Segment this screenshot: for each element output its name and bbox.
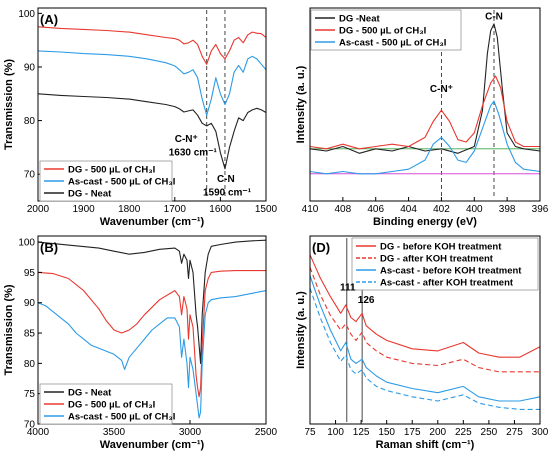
legend-label: DG - Neat xyxy=(68,388,112,399)
x-tick-label: 175 xyxy=(404,427,421,438)
annotation-text: C-N xyxy=(485,11,503,22)
y-tick-label: 100 xyxy=(18,238,35,249)
x-tick-label: 396 xyxy=(532,204,549,215)
y-axis-label: Transmission (%) xyxy=(3,59,15,150)
y-tick-label: 75 xyxy=(24,389,36,400)
legend-label: DG - 500 µL of CH₃I xyxy=(339,26,426,37)
x-tick-label: 404 xyxy=(400,204,417,215)
series-line xyxy=(309,75,540,150)
x-tick-label: 3500 xyxy=(103,427,126,438)
legend-box xyxy=(310,9,462,51)
legend-label: DG - after KOH treatment xyxy=(380,254,494,265)
legend-label: DG - 500 µL of CH₃I xyxy=(68,165,155,176)
series-line xyxy=(37,93,267,170)
y-tick-label: 70 xyxy=(24,420,36,431)
x-tick-label: 250 xyxy=(481,427,498,438)
series-line xyxy=(37,50,267,116)
series-line xyxy=(309,267,540,373)
series-line xyxy=(37,270,266,398)
x-tick-label: 3000 xyxy=(179,427,202,438)
series-line xyxy=(37,26,267,65)
annotation-text: C-N xyxy=(217,174,235,185)
plot-frame xyxy=(309,235,541,425)
x-tick-label: 408 xyxy=(335,204,352,215)
y-tick-label: 80 xyxy=(24,116,36,127)
annotation-text: 111 xyxy=(340,282,356,293)
y-tick-label: 70 xyxy=(24,170,36,181)
y-tick-label: 100 xyxy=(18,9,35,20)
x-tick-label: 225 xyxy=(455,427,472,438)
legend-label: As-cast - 500 µL of CH₃I xyxy=(68,412,175,423)
x-axis-label: Raman shift (cm⁻¹) xyxy=(376,439,475,451)
x-tick-label: 402 xyxy=(433,204,450,215)
y-tick-label: 90 xyxy=(24,62,36,73)
x-tick-label: 1900 xyxy=(72,204,95,215)
legend-label: DG -Neat xyxy=(339,14,380,25)
series-line xyxy=(309,23,541,154)
x-tick-label: 125 xyxy=(353,427,370,438)
x-tick-label: 150 xyxy=(378,427,395,438)
panel-2: 410 408 406 404 402 400 398 396 Binding energy (… xyxy=(295,7,549,228)
y-axis-label: Transmission (%) xyxy=(3,284,15,375)
legend-label: As-cast - before KOH treatment xyxy=(380,266,522,277)
series-line xyxy=(309,288,540,410)
legend-label: DG - before KOH treatment xyxy=(380,242,502,253)
x-tick-label: 4000 xyxy=(27,427,50,438)
x-tick-label: 300 xyxy=(532,427,549,438)
series-line xyxy=(309,100,541,175)
series-line xyxy=(37,290,267,419)
legend-label: As-cast - 500 µL of CH₃I xyxy=(68,177,175,188)
legend-label: DG - Neat xyxy=(68,189,112,200)
annotation-text: C-N⁺ xyxy=(430,84,453,95)
x-tick-label: 1700 xyxy=(164,204,187,215)
y-tick-label: 80 xyxy=(24,359,36,370)
y-tick-label: 90 xyxy=(24,298,36,309)
panel-3: 75 100 125 150 175 200 225 250 275 300 Raman shift… xyxy=(295,235,549,451)
panel-0: 2000 1900 1800 1700 1600 1500 70 80 90 100 Wavenum… xyxy=(3,7,278,228)
panel-label: (B) xyxy=(40,240,58,255)
y-tick-label: 95 xyxy=(24,268,36,279)
plot-frame xyxy=(309,7,541,202)
legend-box xyxy=(351,237,539,291)
annotation-text: C-N⁺ xyxy=(175,134,198,145)
panel-1: 4000 3500 3000 2500 70 75 80 85 90 95 100 Wavenumbe… xyxy=(3,235,278,451)
x-tick-label: 398 xyxy=(499,204,516,215)
x-tick-label: 400 xyxy=(466,204,483,215)
legend-label: As-cast - after KOH treatment xyxy=(380,278,514,289)
annotation-text: 1590 cm⁻¹ xyxy=(203,188,252,199)
x-tick-label: 100 xyxy=(327,427,344,438)
annotation-text: 126 xyxy=(358,295,375,306)
x-tick-label: 2000 xyxy=(27,204,50,215)
series-line xyxy=(309,275,541,402)
x-tick-label: 406 xyxy=(367,204,384,215)
panel-label: (A) xyxy=(40,12,58,27)
x-axis-label: Wavenumber (cm⁻¹) xyxy=(100,439,205,451)
legend-label: DG - 500 µL of CH₃I xyxy=(68,400,155,411)
x-axis-label: Binding energy (eV) xyxy=(373,216,477,228)
annotation-text: 1630 cm⁻¹ xyxy=(169,147,218,158)
x-tick-label: 75 xyxy=(304,427,316,438)
x-tick-label: 410 xyxy=(302,204,319,215)
panel-label: (D) xyxy=(312,240,330,255)
x-tick-label: 1500 xyxy=(255,204,278,215)
x-tick-label: 1800 xyxy=(118,204,141,215)
series-line xyxy=(37,239,267,364)
y-axis-label: Intensity (a. u.) xyxy=(295,291,307,369)
x-tick-label: 1600 xyxy=(209,204,232,215)
x-tick-label: 275 xyxy=(506,427,523,438)
x-tick-label: 200 xyxy=(429,427,446,438)
series-line xyxy=(309,254,541,358)
legend-label: As-cast - 500 µL of CH₃I xyxy=(339,38,446,49)
x-tick-label: 2500 xyxy=(255,427,278,438)
x-axis-label: Wavenumber (cm⁻¹) xyxy=(100,216,205,228)
y-tick-label: 85 xyxy=(24,329,36,340)
y-axis-label: Intensity (a. u.) xyxy=(295,65,307,143)
